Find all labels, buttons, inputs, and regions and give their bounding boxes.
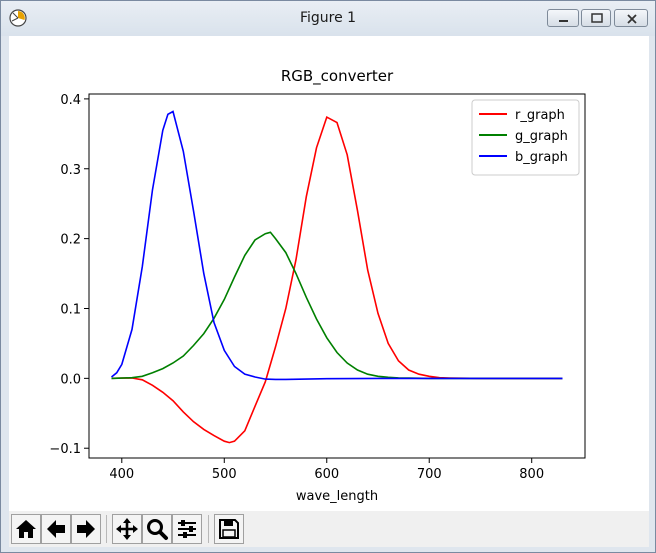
y-tick-label: 0.4 <box>60 93 81 108</box>
maximize-icon <box>591 13 603 23</box>
close-icon <box>627 14 637 24</box>
chart-svg: 400 500 600 700 800 −0.1 0.0 0.1 0.2 0.3 0.4 RGB_… <box>49 67 586 504</box>
toolbar-separator <box>208 515 209 543</box>
legend: r_graph g_graph b_graph <box>471 99 580 176</box>
y-tick-label: 0.1 <box>60 302 81 317</box>
x-tick-label: 500 <box>212 467 237 482</box>
x-tick-label: 400 <box>109 467 134 482</box>
legend-label: r_graph <box>515 108 565 123</box>
chart-title: RGB_converter <box>281 67 394 86</box>
home-icon <box>16 520 36 538</box>
x-axis-label: wave_length <box>296 489 378 504</box>
title-bar[interactable]: Figure 1 <box>1 1 655 36</box>
y-tick-label: 0.2 <box>60 233 81 248</box>
y-tick-label: 0.3 <box>60 163 81 178</box>
move-icon <box>116 518 138 540</box>
save-icon <box>219 519 239 539</box>
back-button[interactable] <box>41 514 71 544</box>
zoom-button[interactable] <box>142 514 172 544</box>
figure-canvas: 400 500 600 700 800 −0.1 0.0 0.1 0.2 0.3 0.4 RGB_… <box>9 36 649 511</box>
x-tick-label: 600 <box>314 467 339 482</box>
app-icon[interactable] <box>9 9 27 27</box>
arrow-left-icon <box>47 520 65 538</box>
save-button[interactable] <box>214 514 244 544</box>
x-tick-label: 800 <box>519 467 544 482</box>
forward-button[interactable] <box>71 514 101 544</box>
minimize-button[interactable] <box>547 9 579 27</box>
pan-button[interactable] <box>112 514 142 544</box>
series-line-b_graph <box>110 110 563 381</box>
maximize-button[interactable] <box>581 9 611 27</box>
x-tick-label: 700 <box>417 467 442 482</box>
arrow-right-icon <box>77 520 95 538</box>
home-button[interactable] <box>11 514 41 544</box>
sliders-icon <box>178 520 196 538</box>
y-tick-label: −0.1 <box>49 442 81 457</box>
legend-label: b_graph <box>515 150 568 165</box>
configure-subplots-button[interactable] <box>172 514 202 544</box>
minimize-icon <box>559 20 568 22</box>
legend-label: g_graph <box>515 129 568 144</box>
navigation-toolbar <box>9 511 649 547</box>
window-title: Figure 1 <box>299 10 357 26</box>
magnifier-icon <box>147 519 168 540</box>
toolbar-separator <box>106 515 107 543</box>
y-tick-label: 0.0 <box>60 372 81 387</box>
close-button[interactable] <box>614 9 648 27</box>
